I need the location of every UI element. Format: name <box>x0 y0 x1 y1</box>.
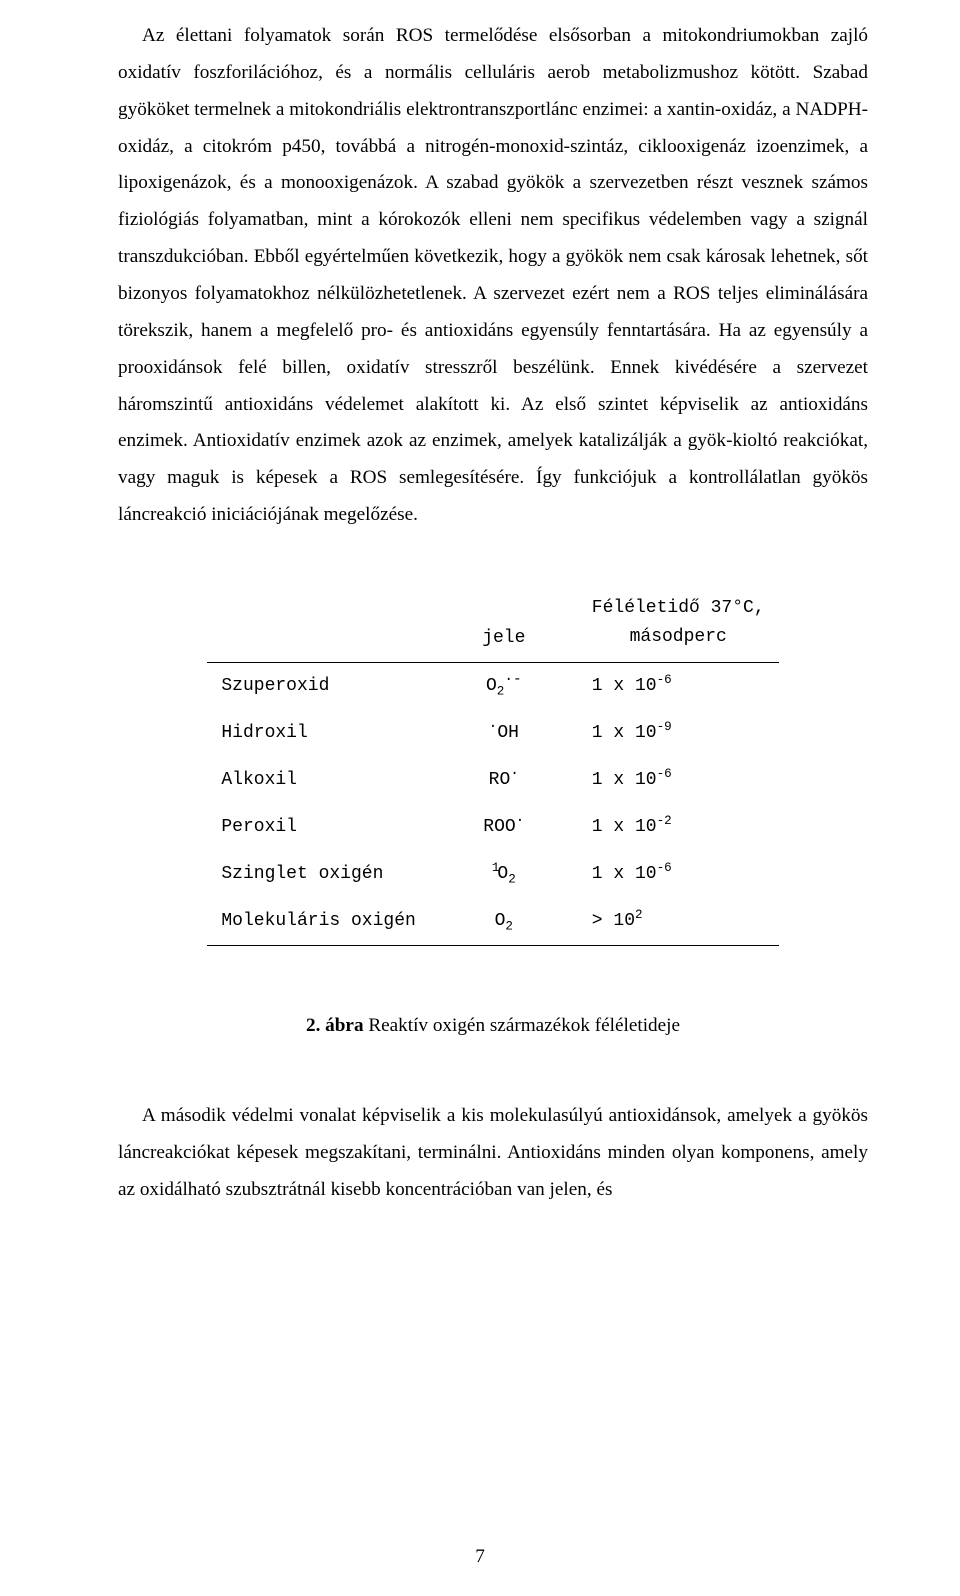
species-halflife: 1 x 10-6 <box>578 662 779 710</box>
col-header-halflife-l2: másodperc <box>630 627 727 647</box>
page-number: 7 <box>0 1539 960 1576</box>
table-body: SzuperoxidO2·-1 x 10-6Hidroxil·OH1 x 10-… <box>207 662 778 945</box>
species-symbol: 1O2 <box>430 851 578 898</box>
species-symbol: O2·- <box>430 662 578 710</box>
species-halflife: > 102 <box>578 898 779 946</box>
figure-caption: 2. ábra Reaktív oxigén származékok félél… <box>118 1008 868 1045</box>
species-halflife: 1 x 10-6 <box>578 851 779 898</box>
table-row: PeroxilROO·1 x 10-2 <box>207 804 778 851</box>
halflife-table: jele Féléletidő 37°C, másodperc Szuperox… <box>207 590 778 946</box>
species-halflife: 1 x 10-6 <box>578 757 779 804</box>
table-row: AlkoxilRO·1 x 10-6 <box>207 757 778 804</box>
table-row: Szinglet oxigén1O21 x 10-6 <box>207 851 778 898</box>
species-symbol: ROO· <box>430 804 578 851</box>
species-symbol: O2 <box>430 898 578 946</box>
species-symbol: RO· <box>430 757 578 804</box>
species-halflife: 1 x 10-9 <box>578 710 779 757</box>
species-name: Szuperoxid <box>207 662 429 710</box>
halflife-table-wrapper: jele Féléletidő 37°C, másodperc Szuperox… <box>118 590 868 946</box>
col-header-empty <box>207 590 429 662</box>
species-name: Hidroxil <box>207 710 429 757</box>
col-header-halflife-l1: Féléletidő 37°C, <box>592 598 765 618</box>
body-paragraph-2: A második védelmi vonalat képviselik a k… <box>118 1098 868 1209</box>
species-name: Szinglet oxigén <box>207 851 429 898</box>
col-header-halflife: Féléletidő 37°C, másodperc <box>578 590 779 662</box>
species-symbol: ·OH <box>430 710 578 757</box>
table-row: Molekuláris oxigénO2> 102 <box>207 898 778 946</box>
species-name: Molekuláris oxigén <box>207 898 429 946</box>
col-header-symbol: jele <box>430 590 578 662</box>
figure-caption-text: Reaktív oxigén származékok féléletideje <box>364 1015 680 1036</box>
table-row: Hidroxil·OH1 x 10-9 <box>207 710 778 757</box>
body-paragraph-1: Az élettani folyamatok során ROS termelő… <box>118 18 868 534</box>
species-name: Alkoxil <box>207 757 429 804</box>
species-name: Peroxil <box>207 804 429 851</box>
table-row: SzuperoxidO2·-1 x 10-6 <box>207 662 778 710</box>
figure-caption-number: 2. ábra <box>306 1015 364 1036</box>
species-halflife: 1 x 10-2 <box>578 804 779 851</box>
